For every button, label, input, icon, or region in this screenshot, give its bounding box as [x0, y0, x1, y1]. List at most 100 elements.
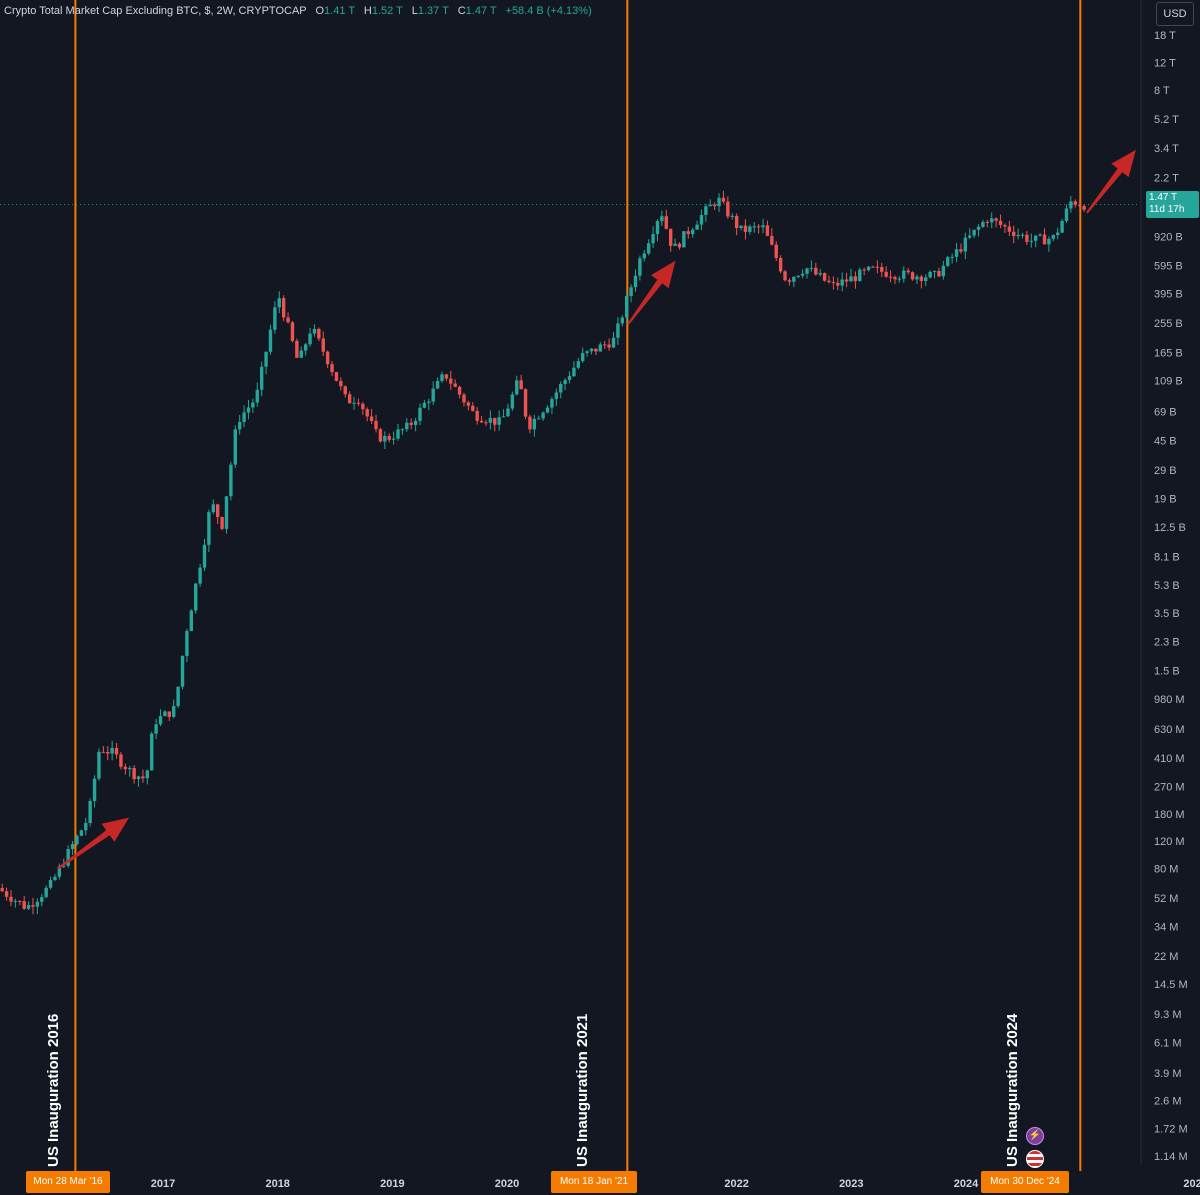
candle-body: [778, 257, 783, 272]
candle-body: [897, 278, 902, 280]
legend-low-value: 1.37 T: [417, 5, 449, 17]
candle-body: [396, 429, 400, 439]
candle-body: [937, 270, 941, 277]
x-tick-label: 2020: [495, 1178, 519, 1190]
candle-body: [664, 216, 668, 229]
us-flag-icon[interactable]: [1026, 1150, 1044, 1168]
candle-body: [387, 435, 391, 440]
legend-close-value: 1.47 T: [465, 5, 497, 17]
candle-body: [888, 276, 893, 278]
currency-button[interactable]: USD: [1156, 2, 1194, 26]
legend-change-value: +58.4 B (+4.13%): [505, 5, 592, 17]
y-tick-label: 34 M: [1154, 922, 1178, 934]
candle-body: [840, 279, 844, 286]
candle-body: [198, 567, 202, 584]
candle-body: [581, 352, 585, 362]
candle-body: [488, 417, 493, 423]
candle-body: [686, 231, 690, 235]
candle-body: [110, 747, 114, 754]
candle-body: [800, 273, 805, 276]
candle-body: [365, 409, 369, 417]
candle-body: [449, 378, 453, 384]
candle-body: [440, 374, 444, 381]
legend-low-label: L: [411, 5, 418, 17]
candle-body: [932, 270, 937, 272]
candle-body: [787, 280, 792, 282]
y-tick-label: 14.5 M: [1154, 979, 1188, 991]
candle-body: [400, 429, 405, 431]
candle-body: [317, 328, 321, 339]
candle-body: [1020, 234, 1025, 236]
candle-body: [405, 422, 409, 430]
candle-body: [462, 394, 466, 403]
candle-body: [730, 215, 734, 217]
candle-body: [589, 348, 594, 352]
candle-body: [510, 394, 515, 409]
candle-body: [976, 226, 981, 230]
candle-body: [827, 280, 831, 283]
candle-body: [805, 268, 809, 274]
candle-body: [545, 407, 550, 413]
candle-body: [75, 835, 79, 845]
candle-body: [378, 429, 383, 442]
candle-body: [519, 380, 523, 390]
y-tick-label: 120 M: [1154, 836, 1185, 848]
candle-body: [286, 317, 290, 323]
candle-body: [625, 296, 629, 318]
y-tick-label: 69 B: [1154, 406, 1177, 418]
candle-body: [1007, 226, 1012, 232]
candle-body: [123, 766, 128, 770]
lightning-icon[interactable]: ⚡: [1026, 1127, 1044, 1145]
candle-body: [264, 351, 268, 367]
candle-body: [427, 401, 431, 403]
candle-body: [224, 496, 229, 529]
candle-body: [141, 776, 145, 779]
y-tick-label: 1.14 M: [1154, 1151, 1188, 1163]
candle-body: [356, 402, 361, 404]
last-price-tag: 1.47 T 11d 17h: [1146, 191, 1199, 218]
candle-body: [910, 272, 915, 280]
candle-body: [690, 229, 695, 235]
y-tick-label: 29 B: [1154, 465, 1177, 477]
candle-body: [673, 243, 677, 246]
candle-body: [594, 348, 598, 352]
candle-body: [1047, 238, 1051, 245]
candle-body: [167, 711, 172, 717]
candle-body: [1003, 225, 1007, 227]
x-tick-label: 2023: [839, 1178, 863, 1190]
candle-body: [176, 686, 180, 706]
candle-body: [70, 844, 75, 850]
y-tick-label: 165 B: [1154, 347, 1183, 359]
y-tick-label: 19 B: [1154, 494, 1177, 506]
candle-body: [9, 896, 13, 902]
candle-body: [563, 380, 567, 384]
candle-body: [902, 270, 906, 279]
candle-body: [391, 438, 396, 440]
candle-body: [906, 270, 910, 273]
candle-body: [603, 344, 607, 346]
candle-body: [1038, 234, 1042, 236]
candle-body: [629, 287, 633, 297]
candle-body: [774, 244, 778, 258]
y-tick-label: 2.6 M: [1154, 1095, 1182, 1107]
candle-body: [158, 716, 163, 725]
candle-body: [734, 215, 739, 229]
candle-body: [743, 225, 748, 232]
candle-body: [765, 225, 770, 236]
candle-body: [422, 402, 427, 408]
candle-body: [506, 408, 510, 417]
candle-body: [607, 344, 611, 348]
legend-open-value: 1.41 T: [324, 5, 355, 17]
y-tick-label: 180 M: [1154, 809, 1185, 821]
candle-body: [981, 222, 985, 227]
candle-body: [642, 253, 646, 259]
candle-body: [220, 517, 224, 529]
candle-body: [831, 282, 836, 284]
candle-body: [114, 747, 119, 755]
candle-body: [717, 197, 721, 207]
candle-body: [646, 243, 651, 254]
candle-body: [761, 225, 765, 228]
candle-body: [334, 372, 339, 381]
